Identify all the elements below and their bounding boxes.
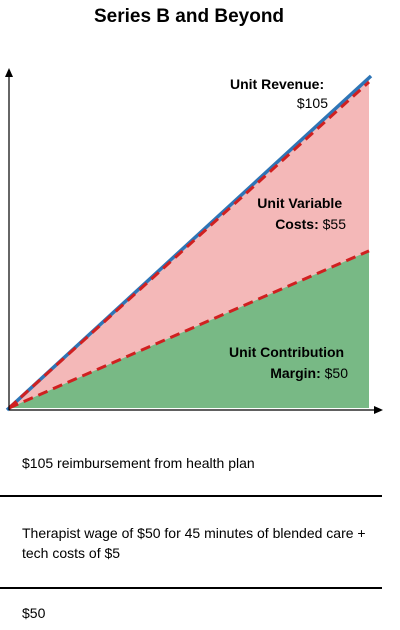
dashed-line-margin (8, 249, 370, 410)
description-costs: Therapist wage of $50 for 45 minutes of … (22, 525, 366, 561)
y-axis-arrow (5, 68, 13, 77)
dashed-line-revenue (7, 80, 371, 410)
label-unit-contribution-margin: Unit Contribution Margin: $50 (229, 344, 348, 381)
chart-title: Series B and Beyond (93, 6, 285, 27)
chart: Unit Revenue: $105 Unit Variable Costs: … (5, 68, 383, 414)
label-unit-variable-costs: Unit Variable Costs: $55 (257, 195, 346, 232)
description-margin: $50 (22, 605, 46, 621)
description-revenue: $105 reimbursement from health plan (22, 455, 255, 471)
label-unit-revenue: Unit Revenue: $105 (230, 76, 328, 111)
divider (0, 495, 382, 497)
divider (0, 587, 382, 589)
x-axis-arrow (374, 406, 383, 414)
